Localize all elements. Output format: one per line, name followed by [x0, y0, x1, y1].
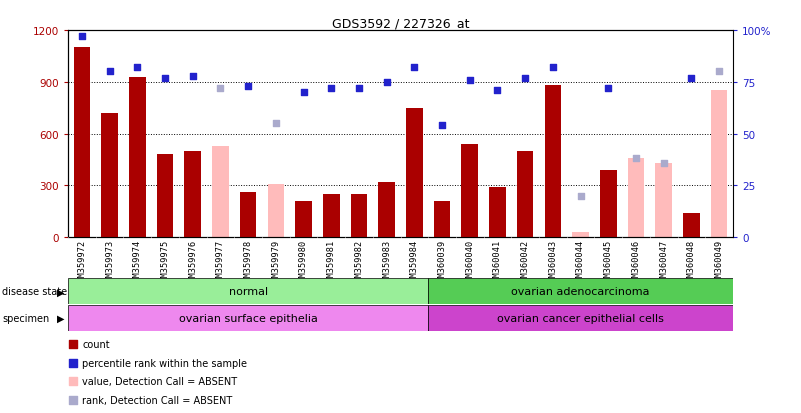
Point	[214, 85, 227, 92]
Text: ovarian adenocarcinoma: ovarian adenocarcinoma	[511, 287, 650, 297]
Text: percentile rank within the sample: percentile rank within the sample	[82, 358, 247, 368]
Point	[66, 396, 79, 403]
Point	[491, 88, 504, 94]
Bar	[572, 232, 589, 237]
Text: value, Detection Call = ABSENT: value, Detection Call = ABSENT	[82, 376, 237, 386]
Bar	[406, 108, 423, 237]
Bar	[429, 306, 733, 331]
Bar	[429, 279, 733, 304]
Bar	[68, 279, 429, 304]
Bar	[239, 193, 256, 237]
Point	[685, 75, 698, 82]
Point	[602, 85, 614, 92]
Point	[352, 85, 365, 92]
Bar	[628, 158, 644, 237]
Point	[658, 160, 670, 166]
Bar	[378, 183, 395, 237]
Point	[436, 123, 449, 129]
Point	[546, 65, 559, 71]
Point	[713, 69, 726, 76]
Point	[66, 360, 79, 366]
Bar	[545, 86, 562, 237]
Bar	[710, 91, 727, 237]
Bar	[351, 195, 367, 237]
Point	[519, 75, 532, 82]
Point	[66, 378, 79, 385]
Bar	[74, 48, 91, 237]
Point	[75, 34, 88, 40]
Bar	[323, 195, 340, 237]
Bar	[212, 146, 229, 237]
Point	[408, 65, 421, 71]
Text: count: count	[82, 339, 110, 349]
Bar	[129, 77, 146, 237]
Bar	[461, 145, 478, 237]
Point	[159, 75, 171, 82]
Bar	[296, 202, 312, 237]
Text: rank, Detection Call = ABSENT: rank, Detection Call = ABSENT	[82, 395, 232, 405]
Point	[187, 73, 199, 80]
Point	[463, 77, 476, 84]
Bar	[101, 114, 118, 237]
Text: ▶: ▶	[58, 313, 65, 323]
Point	[297, 90, 310, 96]
Text: normal: normal	[228, 287, 268, 297]
Text: ▶: ▶	[58, 287, 65, 297]
Bar	[517, 152, 533, 237]
Bar	[655, 164, 672, 237]
Bar	[184, 152, 201, 237]
Point	[325, 85, 338, 92]
Text: disease state: disease state	[2, 287, 67, 297]
Bar	[157, 155, 173, 237]
Point	[66, 341, 79, 348]
Title: GDS3592 / 227326_at: GDS3592 / 227326_at	[332, 17, 469, 30]
Point	[103, 69, 116, 76]
Bar	[434, 202, 450, 237]
Text: ovarian surface epithelia: ovarian surface epithelia	[179, 313, 317, 323]
Text: specimen: specimen	[2, 313, 50, 323]
Point	[630, 156, 642, 162]
Point	[269, 121, 282, 127]
Bar	[268, 184, 284, 237]
Text: ovarian cancer epithelial cells: ovarian cancer epithelial cells	[497, 313, 664, 323]
Bar	[489, 188, 505, 237]
Point	[574, 193, 587, 199]
Point	[242, 83, 255, 90]
Bar	[683, 214, 700, 237]
Bar	[600, 170, 617, 237]
Point	[380, 79, 393, 86]
Bar	[68, 306, 429, 331]
Point	[131, 65, 143, 71]
